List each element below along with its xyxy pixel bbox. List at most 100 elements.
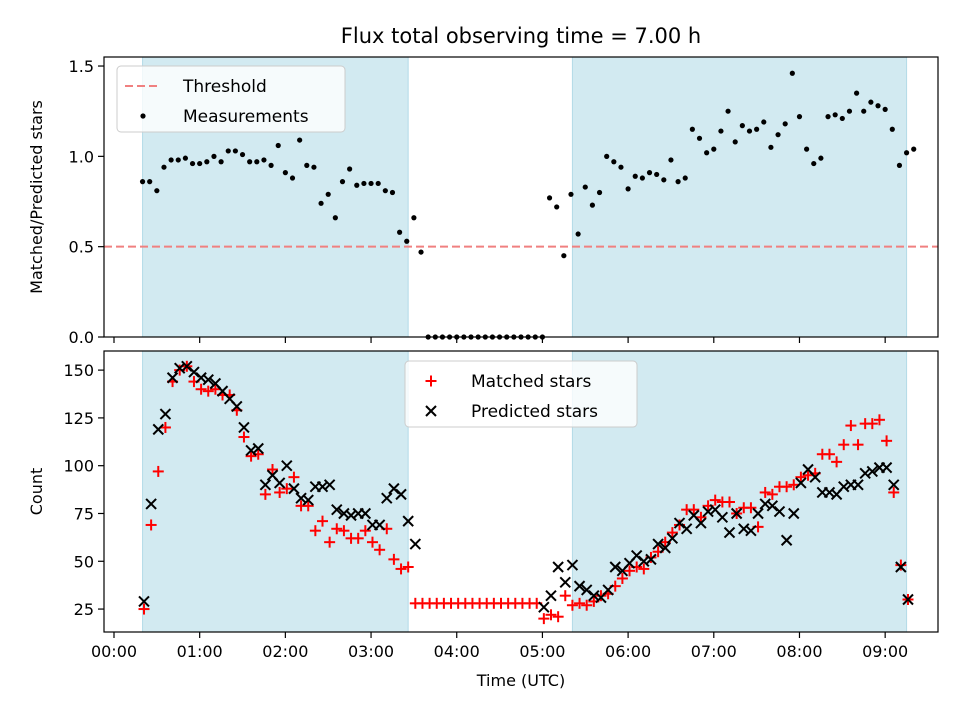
measurement-point	[325, 191, 331, 197]
predicted-point	[795, 477, 807, 489]
y-axis-label: Matched/Predicted stars	[27, 100, 46, 294]
predicted-point	[838, 481, 850, 493]
predicted-point	[552, 561, 564, 573]
matched-point	[209, 383, 221, 395]
predicted-point	[859, 467, 871, 480]
measurement-point	[911, 146, 917, 152]
measurement-point	[189, 160, 196, 167]
x-tick-label: 02:00	[262, 642, 308, 661]
legend: Matched stars Predicted stars	[404, 360, 638, 428]
measurement-point	[318, 200, 324, 206]
legend: Threshold Measurements	[116, 65, 346, 133]
measurement-point	[546, 195, 553, 201]
y-tick-label: 50	[74, 552, 94, 571]
measurement-point	[682, 175, 688, 181]
measurement-point	[775, 132, 781, 138]
predicted-point	[395, 488, 407, 501]
matched-point	[152, 465, 164, 477]
matched-point	[238, 431, 250, 443]
predicted-point	[723, 526, 736, 539]
predicted-point	[645, 553, 657, 566]
predicted-point	[259, 479, 272, 491]
matched-point	[331, 523, 343, 535]
measurement-point	[247, 159, 253, 165]
measurement-point	[832, 112, 838, 118]
legend-label: Measurements	[183, 107, 309, 127]
measurement-point	[304, 162, 310, 168]
matched-point	[538, 613, 550, 625]
measurement-point	[596, 189, 603, 196]
predicted-point	[331, 503, 343, 516]
matched-point	[688, 504, 700, 516]
measurement-point	[818, 155, 824, 161]
legend-x-swatch	[425, 405, 437, 417]
observing-window-shade	[571, 56, 908, 338]
y-tick-label: 1.0	[69, 147, 94, 166]
predicted-point	[588, 589, 600, 602]
measurement-point	[154, 188, 160, 194]
matched-point	[259, 488, 271, 500]
predicted-point	[823, 486, 836, 499]
measurement-point	[175, 157, 181, 163]
measurement-point	[161, 164, 167, 170]
measurement-point	[197, 160, 203, 167]
matched-point	[545, 609, 557, 621]
matched-point	[666, 527, 678, 539]
measurement-point	[239, 151, 246, 158]
predicted-point	[738, 523, 750, 535]
predicted-point	[195, 372, 207, 384]
measurement-point	[347, 166, 353, 172]
measurement-point	[382, 188, 388, 194]
predicted-point	[409, 538, 422, 550]
predicted-point	[288, 482, 300, 495]
measurement-point	[696, 135, 703, 141]
matched-point	[309, 525, 321, 537]
matched-point	[374, 544, 386, 556]
x-axis-label: Time (UTC)	[476, 671, 565, 690]
predicted-point	[538, 601, 550, 613]
x-tick-label: 06:00	[605, 642, 651, 661]
matched-point	[395, 563, 407, 575]
predicted-point	[880, 461, 893, 474]
measurement-point	[618, 164, 624, 170]
legend-dot-swatch	[140, 113, 146, 119]
y-tick-label: 75	[74, 504, 94, 523]
matched-point	[324, 536, 336, 548]
y-tick-label: 150	[63, 361, 94, 380]
predicted-point	[702, 505, 714, 518]
predicted-point	[666, 532, 679, 545]
measurement-point	[204, 159, 210, 165]
measurement-point	[554, 204, 560, 210]
matched-point	[866, 418, 878, 430]
matched-point	[302, 500, 314, 512]
predicted-point	[166, 372, 179, 384]
measurement-point	[232, 148, 238, 154]
predicted-point	[159, 408, 172, 420]
measurement-point	[739, 123, 745, 129]
matched-point	[316, 515, 328, 527]
measurement-point	[882, 106, 888, 112]
measurement-point	[225, 148, 231, 154]
top-panel: 0.0 0.5 1.0 1.5 Matched/Predicted stars Thres…	[27, 56, 939, 347]
matched-point	[595, 590, 607, 602]
measurement-point	[711, 146, 717, 152]
matched-point	[823, 448, 835, 460]
measurement-point	[675, 179, 681, 185]
measurement-point	[796, 114, 803, 120]
x-tick-label: 09:00	[862, 642, 908, 661]
predicted-point	[659, 542, 671, 554]
predicted-point	[381, 492, 393, 504]
legend-label: Matched stars	[471, 372, 591, 392]
measurement-point	[404, 238, 410, 244]
matched-point	[566, 599, 578, 611]
matched-point	[138, 603, 150, 615]
measurement-point	[768, 144, 774, 150]
matched-point	[616, 572, 628, 584]
measurement-point	[861, 108, 867, 114]
matched-point	[366, 536, 378, 548]
predicted-point	[866, 465, 879, 478]
matched-point	[352, 532, 364, 544]
axes-frame	[103, 56, 939, 338]
predicted-point	[231, 400, 243, 413]
